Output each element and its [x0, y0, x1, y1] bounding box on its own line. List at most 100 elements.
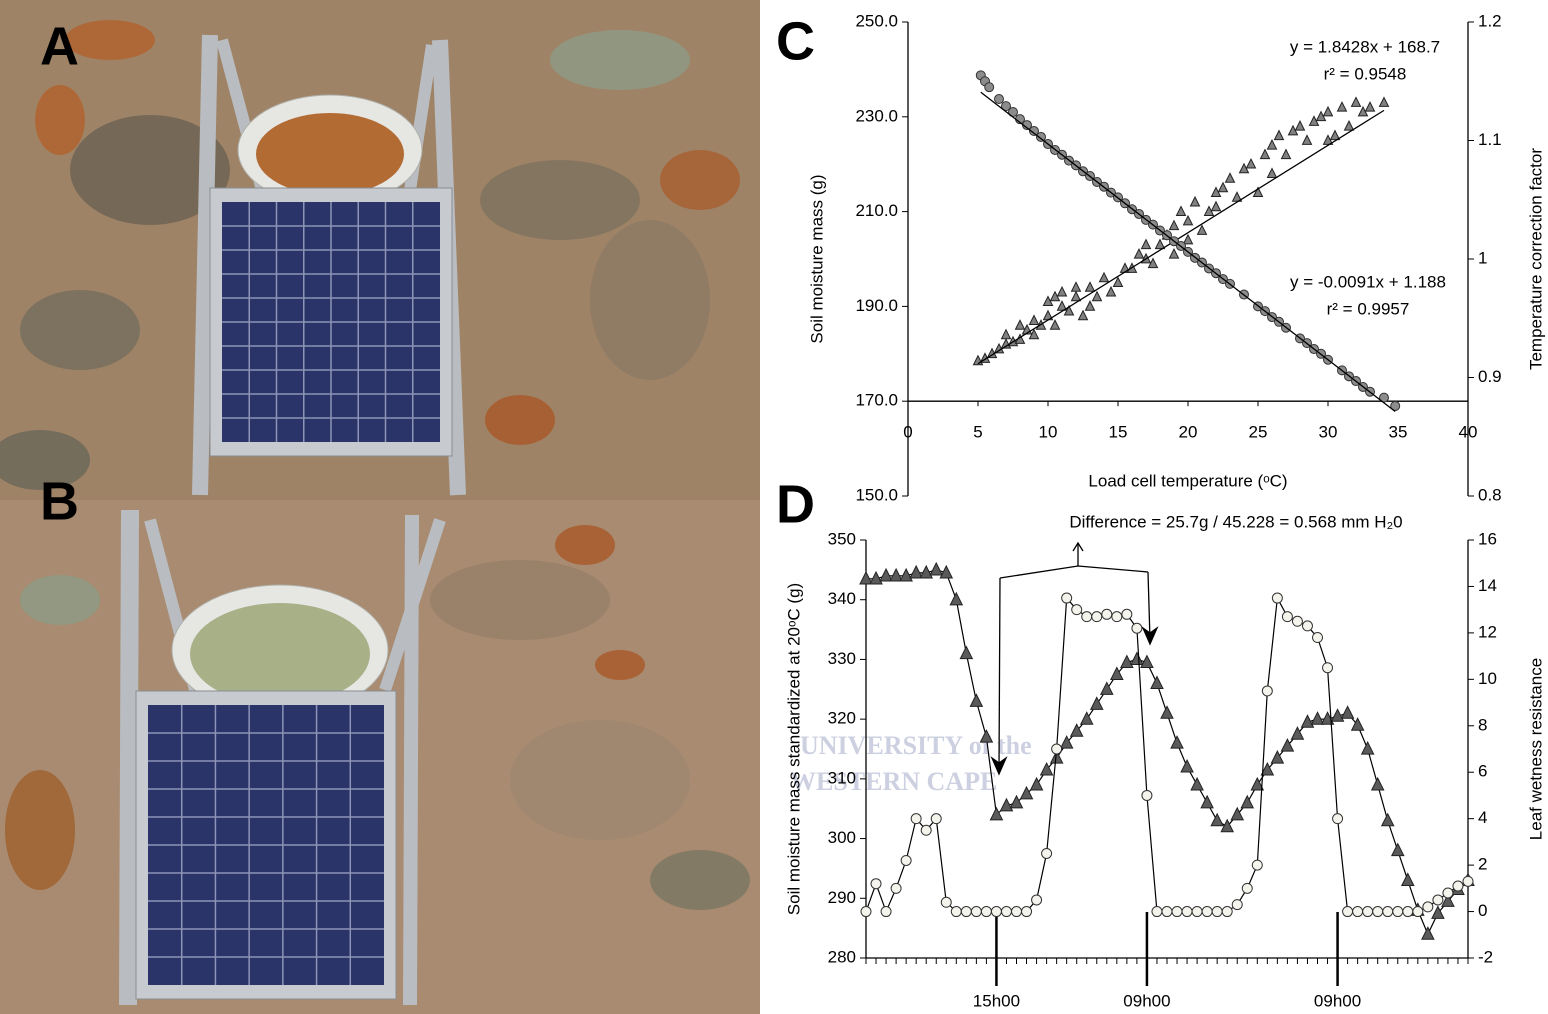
- vegetation: [550, 30, 690, 90]
- arrow-head: [1141, 626, 1159, 646]
- y-tick-label: 210.0: [855, 201, 898, 220]
- circle-marker: [900, 854, 912, 866]
- circle-marker: [1111, 611, 1123, 623]
- watermark: WESTERN CAPE: [790, 767, 997, 796]
- circle-marker: [1171, 906, 1183, 918]
- triangle-marker: [1112, 276, 1124, 288]
- circle-marker: [1191, 906, 1203, 918]
- triangle-marker: [1182, 214, 1194, 226]
- triangle-marker: [1014, 319, 1026, 330]
- circle-marker: [994, 94, 1004, 105]
- triangle-marker: [879, 567, 893, 582]
- triangle-marker: [1220, 818, 1235, 833]
- x-tick-label: 0: [903, 423, 912, 442]
- photos: [0, 0, 760, 1014]
- difference-arrows: [990, 541, 1159, 776]
- x-tick-label: 25: [1249, 423, 1268, 442]
- x-tick-label: 10: [1039, 423, 1058, 442]
- circle-marker: [1372, 906, 1384, 918]
- trendline-r2: r² = 0.9957: [1327, 299, 1410, 318]
- circle-marker: [1221, 906, 1233, 918]
- y-tick-label: -2: [1478, 947, 1493, 966]
- y-tick-label: 230.0: [855, 106, 898, 125]
- trendline: [980, 91, 1396, 413]
- triangle-marker: [1421, 926, 1435, 940]
- triangle-marker: [1259, 148, 1271, 160]
- circle-marker: [990, 906, 1002, 918]
- triangle-marker: [1280, 738, 1295, 752]
- circle-marker: [1211, 906, 1223, 918]
- vegetation: [65, 20, 155, 60]
- circle-marker: [1001, 101, 1011, 112]
- circle-marker: [1352, 906, 1364, 918]
- vegetation: [480, 160, 640, 240]
- circle-marker: [1332, 813, 1344, 825]
- triangle-marker: [1049, 319, 1061, 330]
- x-tick-label: 15h00: [973, 991, 1020, 1010]
- circle-marker: [1390, 400, 1401, 411]
- circle-marker: [1271, 592, 1283, 604]
- panel-label: D: [776, 474, 815, 534]
- vegetation: [590, 220, 710, 380]
- circle-marker: [1151, 906, 1163, 918]
- vegetation: [70, 115, 230, 225]
- x-tick-label: 30: [1319, 423, 1338, 442]
- y-tick-label: 300: [828, 828, 856, 847]
- triangle-marker: [1301, 134, 1313, 145]
- triangle-marker: [1322, 105, 1334, 117]
- circle-marker: [940, 896, 952, 908]
- triangle-marker: [939, 564, 954, 579]
- arrow: [998, 577, 1001, 771]
- triangle-marker: [1431, 905, 1445, 919]
- circle-marker: [970, 906, 982, 918]
- y-tick-label: 320: [828, 709, 856, 728]
- triangle-marker: [999, 797, 1014, 812]
- y-tick-label: 2: [1478, 855, 1487, 874]
- circle-marker: [1281, 611, 1293, 623]
- frame-post: [192, 34, 218, 496]
- triangle-marker: [1182, 233, 1194, 245]
- vegetation: [430, 560, 610, 640]
- triangle-marker: [899, 567, 913, 582]
- circle-marker: [1121, 608, 1133, 620]
- y-tick-label: 170.0: [855, 391, 898, 410]
- triangle-marker: [969, 693, 984, 707]
- vegetation: [35, 85, 85, 155]
- y-tick-label: 150.0: [855, 485, 898, 504]
- vegetation: [660, 150, 740, 210]
- triangle-marker: [1330, 708, 1345, 722]
- y-tick-label: 10: [1478, 669, 1497, 688]
- plant: [256, 113, 404, 195]
- triangle-marker: [1350, 717, 1365, 731]
- plant: [190, 603, 370, 705]
- triangle-marker: [1168, 248, 1180, 259]
- watermark: UNIVERSITY of the: [800, 731, 1032, 760]
- circle-marker: [1071, 604, 1083, 616]
- triangle-marker: [1400, 872, 1415, 887]
- triangle-marker: [1189, 195, 1201, 207]
- triangle-marker: [1170, 735, 1184, 749]
- circle-marker: [1432, 894, 1444, 906]
- circle-marker: [910, 813, 922, 825]
- panel-label: A: [40, 16, 79, 76]
- triangle-marker: [1310, 711, 1325, 725]
- y-tick-label: 0: [1478, 901, 1487, 920]
- triangle-marker: [869, 570, 883, 585]
- y-tick-label: 280: [828, 947, 856, 966]
- circle-marker: [984, 82, 995, 93]
- y2-axis-title: Temperature correction factor: [1526, 148, 1545, 370]
- triangle-marker: [1252, 186, 1264, 197]
- circle-marker: [1031, 894, 1043, 906]
- annotation: Difference = 25.7g / 45.228 = 0.568 mm H…: [1069, 512, 1402, 531]
- circle-marker: [1442, 887, 1454, 899]
- triangle-marker: [1154, 238, 1166, 250]
- circle-marker: [920, 824, 932, 836]
- bracket: [999, 565, 1149, 579]
- triangle-marker: [949, 591, 964, 606]
- y-tick-label: 14: [1478, 576, 1497, 595]
- circle-marker: [930, 813, 942, 825]
- circle-marker: [1402, 906, 1414, 918]
- triangle-marker: [1360, 741, 1375, 755]
- x-tick-label: 35: [1389, 423, 1408, 442]
- circle-marker: [1181, 906, 1193, 918]
